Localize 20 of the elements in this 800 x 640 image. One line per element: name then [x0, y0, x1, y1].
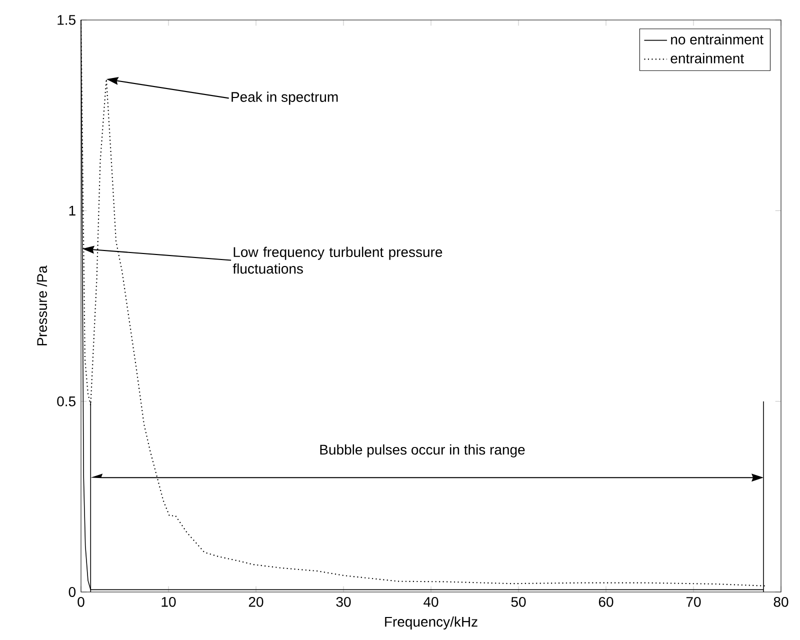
x-axis-title: Frequency/kHz	[385, 616, 478, 630]
y-tick-label: 1	[69, 206, 76, 216]
annotation: Peak in spectrum	[232, 92, 338, 105]
y-tick-label: 0	[68, 587, 76, 597]
x-tick-label: 50	[511, 596, 526, 607]
x-tick-label: 60	[598, 596, 614, 607]
x-tick-label: 20	[248, 596, 264, 607]
x-tick-label: 70	[686, 596, 701, 607]
x-tick-label: 10	[162, 596, 176, 607]
annotation: Low frequency turbulent pressure fluctuations	[232, 246, 442, 274]
x-tick-label: 0	[78, 596, 84, 607]
annotation: Bubble pulses occur in this range	[320, 444, 525, 458]
x-tick-label: 30	[336, 596, 351, 607]
y-axis-title: Pressure /Pa	[36, 266, 48, 346]
x-tick-label: 40	[424, 596, 438, 607]
legend-label: entrainment	[670, 53, 744, 64]
x-tick-label: 80	[774, 596, 788, 607]
y-tick-label: 1.5	[58, 15, 76, 25]
legend-label: no entrainment	[671, 34, 764, 44]
y-tick-label: 0.5	[57, 396, 76, 406]
